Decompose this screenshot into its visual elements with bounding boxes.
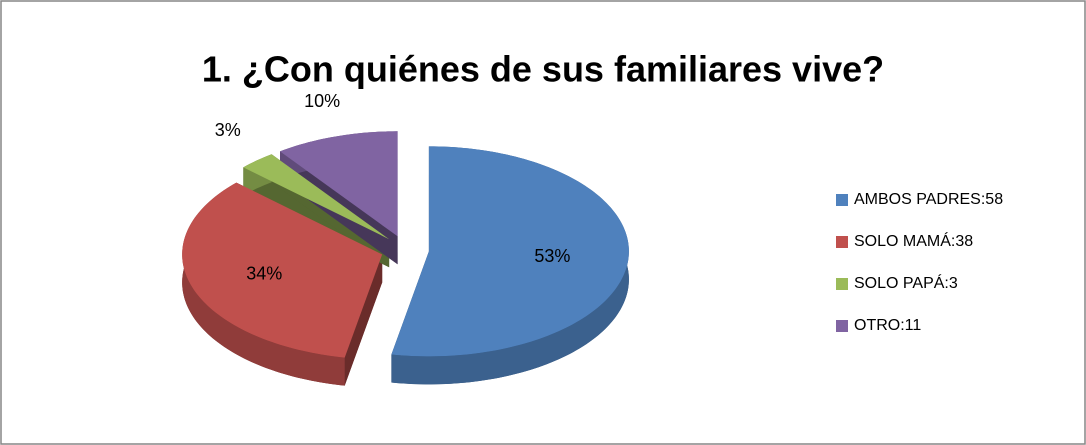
data-label: 3% xyxy=(215,120,241,140)
legend-swatch xyxy=(836,194,848,206)
legend-label: SOLO MAMÁ:38 xyxy=(854,231,973,250)
pie-slice-wall xyxy=(182,182,345,386)
data-label: 10% xyxy=(304,91,340,111)
pie-slice-wall xyxy=(391,146,629,385)
legend-swatch xyxy=(836,320,848,332)
pie-slice xyxy=(243,154,390,240)
pie-slice xyxy=(391,146,629,357)
legend-swatch xyxy=(836,278,848,290)
legend-label: OTRO:11 xyxy=(854,317,921,334)
legend-swatch xyxy=(836,236,848,248)
pie-slice xyxy=(280,131,398,237)
legend-label: AMBOS PADRES:58 xyxy=(854,191,1003,208)
chart-title: 1. ¿Con quiénes de sus familiares vive? xyxy=(202,49,884,90)
legend-label: SOLO PAPÁ:3 xyxy=(854,273,958,292)
data-label: 34% xyxy=(246,263,282,283)
pie-slice xyxy=(182,182,383,358)
pie-slice-edge xyxy=(344,254,383,386)
data-label: 53% xyxy=(534,246,570,266)
